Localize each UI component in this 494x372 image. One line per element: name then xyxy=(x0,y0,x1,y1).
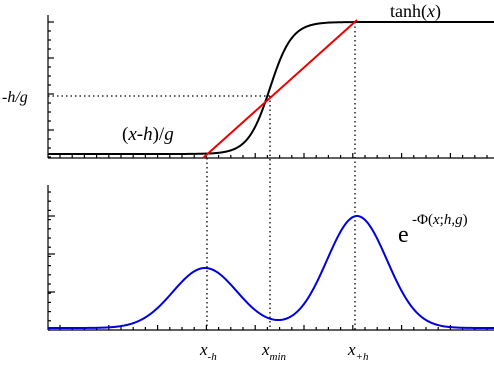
exp-base: e xyxy=(398,222,409,248)
x-label: xmin xyxy=(261,340,287,363)
line-label: (x-h)/g xyxy=(122,124,174,145)
linear-line xyxy=(202,19,358,159)
y-label: -h/g xyxy=(2,89,28,106)
exp-curve xyxy=(48,215,494,329)
tanh-label: tanh(x) xyxy=(390,1,441,22)
tanh-curve xyxy=(48,21,494,155)
x-label: x-h xyxy=(199,340,217,363)
x-label: x+h xyxy=(347,340,369,363)
axes xyxy=(47,15,494,331)
guides xyxy=(48,22,356,330)
exp-exponent: -Φ(x;h,g) xyxy=(412,212,468,228)
